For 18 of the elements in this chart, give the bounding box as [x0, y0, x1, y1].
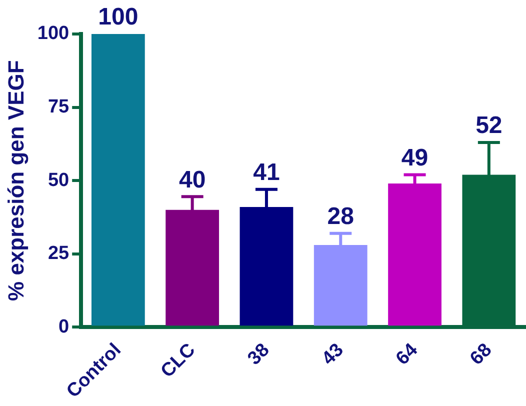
y-tick-label: 0	[58, 316, 70, 338]
data-label: 100	[98, 4, 138, 31]
y-tick-label: 25	[48, 243, 70, 264]
y-tick-label: 75	[48, 96, 70, 118]
y-tick-label: 100	[37, 23, 70, 44]
x-tick-label: 64	[392, 339, 422, 370]
data-label: 49	[401, 144, 428, 172]
data-label: 52	[476, 112, 502, 140]
x-tick-label: 43	[318, 340, 348, 370]
y-tick-label: 50	[48, 170, 70, 191]
data-label: 40	[178, 166, 206, 194]
x-tick-label: 68	[466, 340, 496, 370]
x-tick-label: CLC	[157, 339, 200, 382]
data-label: 28	[327, 202, 354, 230]
y-axis-title: % expresión gen VEGF	[3, 60, 28, 301]
data-label: 41	[253, 158, 280, 186]
bar	[91, 34, 145, 326]
x-tick-label: 38	[244, 340, 274, 370]
